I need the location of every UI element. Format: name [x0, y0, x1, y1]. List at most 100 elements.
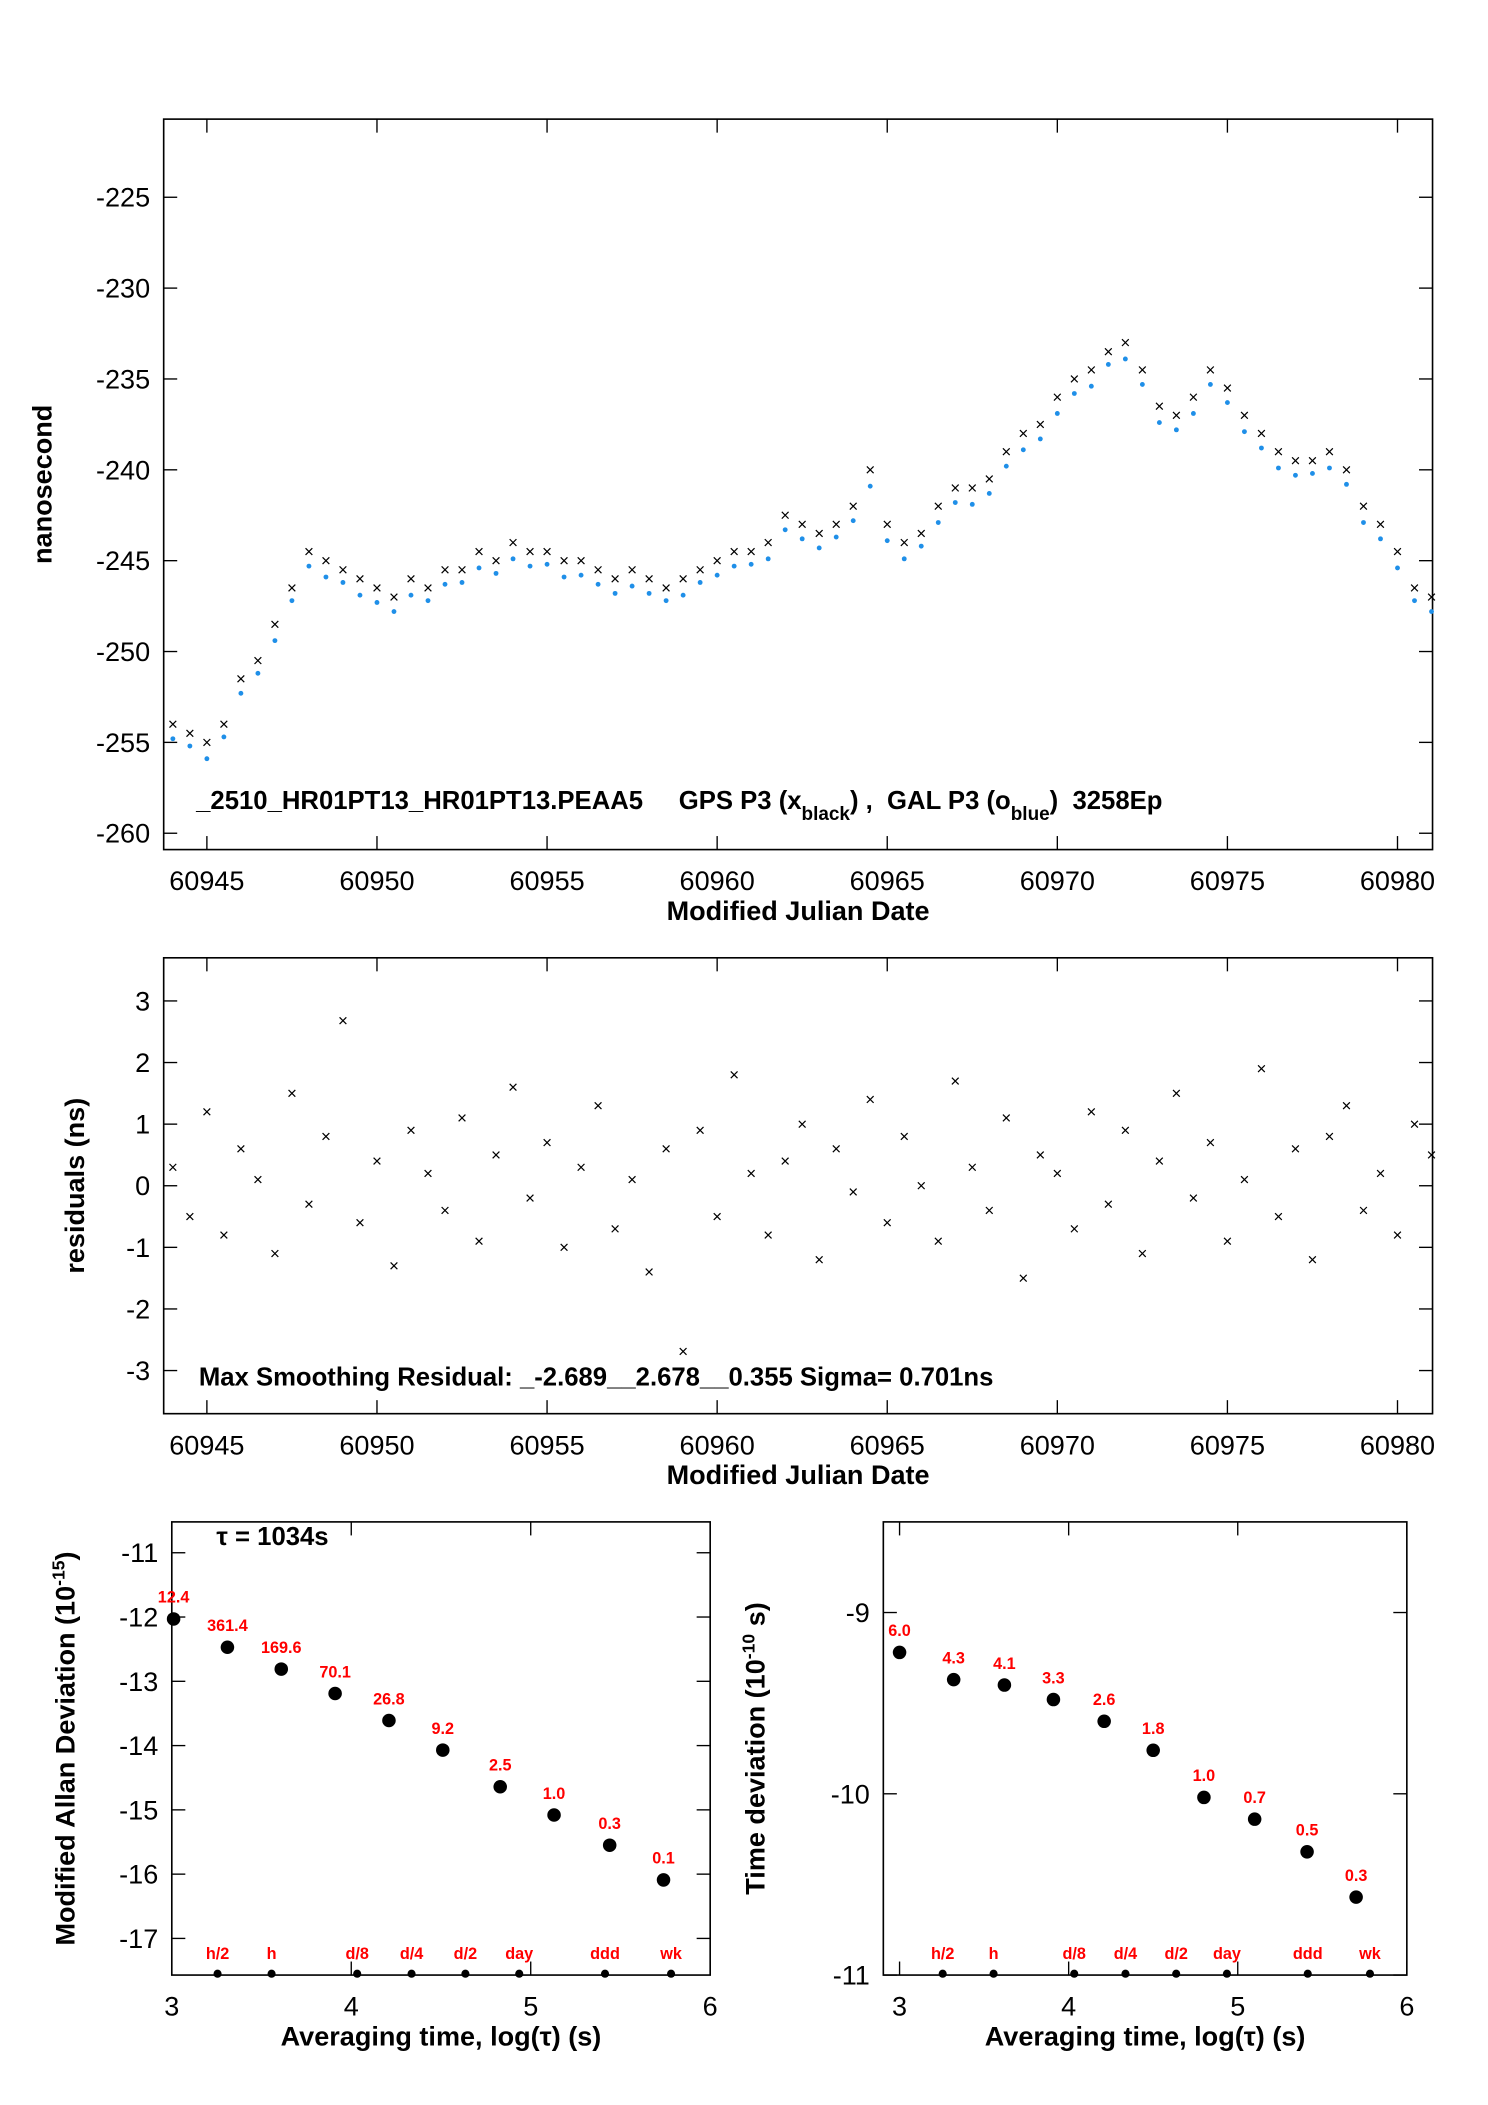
y-label-part: s) [740, 1602, 770, 1634]
point [849, 502, 858, 510]
point [170, 736, 176, 742]
point [1361, 520, 1366, 525]
point [492, 556, 500, 565]
x-axis-label: Averaging time, log(τ) (s) [281, 2021, 602, 2051]
point [1393, 547, 1402, 556]
y-label-part: ) [50, 1551, 80, 1560]
plot-frame [162, 956, 1434, 1415]
point [1291, 1144, 1300, 1153]
annotation-part: ) , GAL P3 (o [850, 787, 1011, 815]
y-axis-label: Modified Allan Deviation (10-15) [48, 1551, 80, 1945]
timescale-label: ddd [1293, 1945, 1323, 1963]
timescale-label: day [1213, 1945, 1241, 1963]
point [1097, 1714, 1111, 1729]
point [390, 1262, 398, 1270]
point [1206, 366, 1215, 374]
y-tick-label: -225 [96, 183, 150, 213]
point [578, 572, 584, 578]
point [629, 583, 635, 589]
point [900, 1132, 909, 1141]
timescale-marker [515, 1969, 524, 1978]
point [441, 565, 449, 574]
point [799, 536, 805, 542]
x-tick-label: 60970 [1020, 1430, 1095, 1460]
point [850, 518, 856, 524]
point [680, 592, 686, 598]
point [1146, 1743, 1160, 1758]
point [731, 563, 737, 569]
point [220, 720, 228, 729]
point [255, 670, 261, 676]
point [238, 690, 244, 696]
point [696, 1126, 704, 1135]
point [441, 1206, 449, 1215]
point [1104, 1200, 1113, 1209]
point [356, 1218, 364, 1227]
point [169, 1163, 177, 1172]
point-label: 1.0 [1193, 1767, 1216, 1785]
point [1325, 447, 1334, 456]
point [646, 590, 652, 596]
point [475, 547, 483, 556]
point [203, 738, 211, 747]
point [1155, 1157, 1164, 1165]
timescale-marker [461, 1969, 470, 1978]
y-tick-label: -9 [846, 1598, 870, 1628]
point [714, 572, 720, 578]
timescale-marker [213, 1969, 222, 1978]
timescale-label: h/2 [931, 1945, 954, 1963]
point-label: 0.5 [1296, 1822, 1319, 1840]
timescale-label: d/2 [454, 1945, 477, 1963]
point [493, 570, 499, 576]
timescale-label: d/4 [1114, 1945, 1137, 1963]
point [833, 534, 839, 540]
point [1105, 361, 1111, 367]
point [997, 1678, 1012, 1692]
timescale-label: day [505, 1945, 533, 1963]
point [577, 1163, 585, 1172]
y-tick-label: 3 [135, 986, 150, 1016]
point [1300, 1845, 1314, 1859]
point [560, 556, 568, 565]
point [459, 580, 465, 585]
point-label: 1.8 [1142, 1720, 1165, 1738]
point [1258, 445, 1264, 451]
point [1291, 456, 1300, 465]
x-tick-label: 60960 [680, 1430, 755, 1460]
point [1257, 429, 1266, 438]
point [900, 538, 909, 547]
point [1002, 1114, 1011, 1122]
y-tick-label: -11 [833, 1961, 870, 1991]
point [781, 1157, 789, 1165]
annotation-part: ) 3258Ep [1050, 787, 1163, 815]
point [968, 1163, 977, 1172]
y-tick-label: -10 [831, 1779, 870, 1809]
point [339, 1016, 347, 1025]
timescale-label: wk [659, 1945, 683, 1963]
point [1122, 356, 1128, 362]
point [1344, 481, 1349, 487]
series [169, 338, 1436, 747]
point [934, 1237, 943, 1246]
point-label: 4.3 [942, 1649, 965, 1667]
timescale-marker [1121, 1969, 1130, 1978]
timescale-label: wk [1358, 1945, 1382, 1963]
point [1020, 447, 1026, 453]
point [357, 592, 363, 598]
point [969, 501, 975, 507]
point [611, 1225, 619, 1233]
point [186, 1212, 194, 1221]
x-tick-label: 6 [1399, 1992, 1414, 2022]
point [798, 520, 807, 529]
y-tick-label: -3 [126, 1356, 150, 1386]
x-tick-label: 60955 [509, 1430, 584, 1460]
timescale-label: h [989, 1945, 999, 1963]
point [1036, 420, 1045, 429]
x-tick-label: 3 [892, 1992, 907, 2022]
point [1240, 411, 1249, 420]
x-tick-label: 5 [523, 1992, 538, 2022]
point [237, 1144, 245, 1153]
x-axis-label: Modified Julian Date [667, 896, 930, 926]
point-label: 6.0 [888, 1622, 911, 1640]
point [272, 638, 278, 644]
